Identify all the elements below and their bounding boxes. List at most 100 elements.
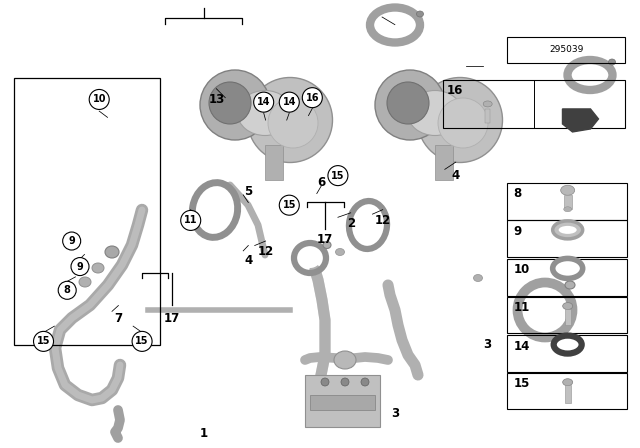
Ellipse shape (105, 246, 119, 258)
Text: 3: 3 (391, 407, 399, 421)
Circle shape (279, 92, 300, 112)
Bar (435, 145, 453, 180)
Ellipse shape (553, 221, 582, 239)
Ellipse shape (79, 277, 91, 287)
Ellipse shape (387, 82, 429, 124)
Ellipse shape (334, 351, 356, 369)
Text: 10: 10 (513, 263, 529, 276)
Circle shape (132, 332, 152, 351)
Text: 15: 15 (135, 336, 149, 346)
Text: 8: 8 (513, 187, 522, 200)
Bar (265, 145, 283, 180)
Text: 16: 16 (447, 84, 463, 97)
Ellipse shape (335, 249, 344, 255)
Bar (507, 37, 625, 63)
Ellipse shape (559, 226, 577, 234)
Ellipse shape (561, 185, 575, 195)
Text: 6: 6 (317, 176, 325, 190)
Text: 2: 2 (347, 216, 355, 230)
Ellipse shape (198, 189, 232, 231)
Text: 3: 3 (484, 337, 492, 351)
Ellipse shape (200, 70, 270, 140)
Ellipse shape (268, 98, 318, 148)
Ellipse shape (474, 275, 483, 281)
Bar (14, 78, 160, 345)
Text: 12: 12 (257, 245, 274, 258)
Ellipse shape (565, 281, 575, 289)
Text: 15: 15 (331, 171, 345, 181)
Circle shape (341, 378, 349, 386)
Circle shape (89, 90, 109, 109)
Ellipse shape (323, 241, 331, 249)
Ellipse shape (417, 78, 502, 163)
Ellipse shape (237, 90, 292, 135)
Ellipse shape (559, 340, 577, 349)
Text: 9: 9 (77, 262, 83, 271)
Text: 15: 15 (36, 336, 51, 346)
Text: 14: 14 (513, 340, 530, 353)
Ellipse shape (574, 66, 606, 84)
Ellipse shape (563, 379, 573, 386)
Text: 4: 4 (452, 169, 460, 182)
Ellipse shape (354, 207, 382, 243)
Text: 13: 13 (208, 93, 225, 106)
Circle shape (63, 232, 81, 250)
Bar (564, 309, 571, 325)
Bar (310, 395, 375, 410)
Text: 1: 1 (200, 427, 207, 440)
Circle shape (328, 166, 348, 185)
Ellipse shape (483, 101, 492, 107)
Bar (507, 373, 627, 409)
Text: 15: 15 (513, 377, 530, 390)
Ellipse shape (564, 207, 572, 212)
Circle shape (361, 378, 369, 386)
Bar (507, 335, 627, 372)
Text: 11: 11 (513, 301, 529, 314)
Text: 5: 5 (244, 185, 252, 198)
Bar (485, 109, 490, 123)
Circle shape (58, 281, 76, 299)
Bar (507, 220, 627, 257)
Text: 295039: 295039 (549, 45, 583, 54)
Circle shape (321, 378, 329, 386)
Ellipse shape (209, 82, 251, 124)
Bar (507, 297, 627, 333)
Ellipse shape (299, 248, 321, 268)
Circle shape (71, 258, 89, 276)
Polygon shape (563, 109, 598, 132)
Text: 9: 9 (513, 225, 522, 238)
Ellipse shape (525, 290, 565, 330)
Ellipse shape (248, 78, 333, 163)
Text: 17: 17 (317, 233, 333, 246)
Bar (507, 259, 627, 296)
Text: 17: 17 (163, 312, 180, 326)
Bar (305, 375, 380, 427)
Ellipse shape (609, 59, 616, 65)
Ellipse shape (375, 70, 445, 140)
Ellipse shape (563, 302, 573, 310)
Ellipse shape (408, 90, 463, 135)
Ellipse shape (92, 263, 104, 273)
Ellipse shape (417, 11, 424, 17)
Text: 9: 9 (68, 236, 75, 246)
Bar (443, 80, 625, 128)
Ellipse shape (557, 263, 578, 273)
Text: 14: 14 (282, 97, 296, 107)
Text: 4: 4 (244, 254, 252, 267)
Bar (564, 195, 572, 209)
Text: 12: 12 (374, 214, 391, 227)
Ellipse shape (438, 98, 488, 148)
Text: 7: 7 (115, 312, 122, 326)
Ellipse shape (376, 14, 413, 36)
Circle shape (302, 88, 323, 108)
Circle shape (180, 211, 201, 230)
Text: 16: 16 (305, 93, 319, 103)
Circle shape (33, 332, 54, 351)
Text: 14: 14 (257, 97, 271, 107)
Bar (564, 385, 571, 403)
Circle shape (279, 195, 300, 215)
Text: 10: 10 (92, 95, 106, 104)
Text: 8: 8 (64, 285, 70, 295)
Text: 15: 15 (282, 200, 296, 210)
Text: 11: 11 (184, 215, 198, 225)
